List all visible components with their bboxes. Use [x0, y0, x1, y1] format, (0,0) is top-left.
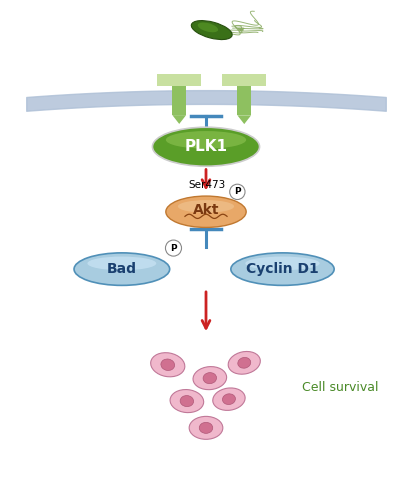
Text: PLK1: PLK1 — [185, 139, 227, 154]
Ellipse shape — [161, 359, 175, 370]
Bar — [157, 74, 201, 86]
Ellipse shape — [166, 131, 246, 148]
Ellipse shape — [213, 388, 245, 410]
Ellipse shape — [231, 253, 334, 286]
Ellipse shape — [245, 256, 320, 270]
Ellipse shape — [228, 352, 260, 374]
Ellipse shape — [151, 352, 185, 377]
Ellipse shape — [198, 22, 218, 32]
Ellipse shape — [189, 416, 223, 440]
Ellipse shape — [152, 127, 260, 166]
Ellipse shape — [222, 394, 235, 404]
Ellipse shape — [238, 358, 251, 368]
Circle shape — [230, 184, 245, 200]
Bar — [172, 82, 186, 115]
Text: Akt: Akt — [193, 203, 219, 217]
Ellipse shape — [178, 200, 234, 212]
Bar — [222, 74, 267, 86]
Polygon shape — [172, 115, 186, 124]
Ellipse shape — [191, 20, 232, 40]
Text: Cyclin D1: Cyclin D1 — [246, 262, 319, 276]
Bar — [237, 83, 251, 116]
Polygon shape — [237, 116, 251, 124]
Ellipse shape — [74, 253, 170, 286]
Circle shape — [166, 240, 182, 256]
Ellipse shape — [166, 196, 246, 228]
Text: Ser473: Ser473 — [188, 180, 225, 190]
Ellipse shape — [193, 366, 227, 390]
Text: P: P — [170, 244, 177, 252]
Ellipse shape — [180, 396, 194, 406]
Ellipse shape — [170, 390, 204, 412]
Ellipse shape — [203, 372, 217, 384]
Ellipse shape — [87, 256, 156, 270]
Text: P: P — [234, 188, 241, 196]
Text: Bad: Bad — [107, 262, 137, 276]
Text: Cell survival: Cell survival — [302, 381, 378, 394]
Ellipse shape — [199, 422, 213, 434]
